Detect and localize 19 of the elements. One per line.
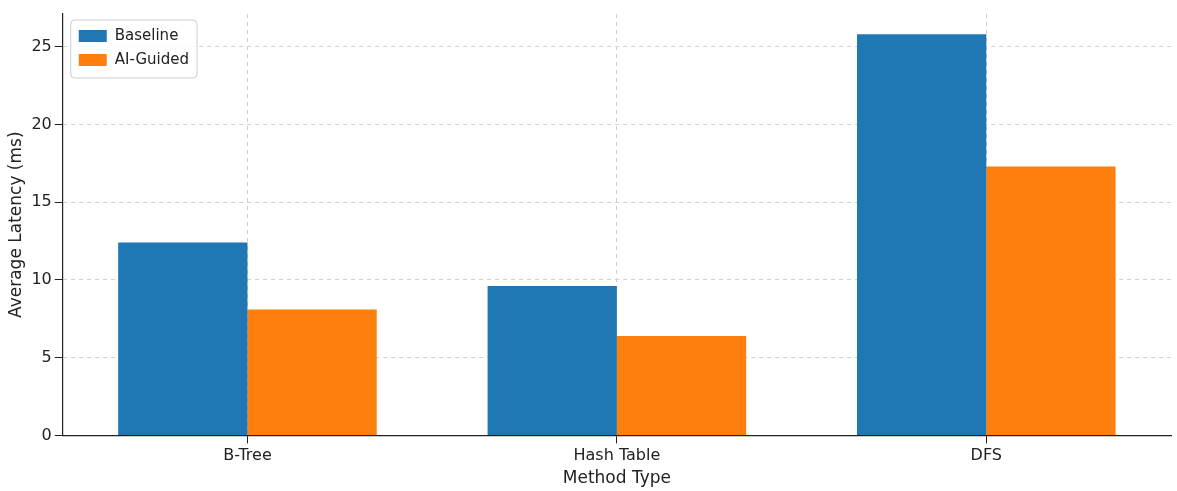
x-tick-label: DFS: [970, 445, 1002, 465]
bar: [986, 166, 1116, 435]
bar: [118, 242, 248, 435]
bar: [247, 309, 377, 435]
x-tick-label: B-Tree: [223, 445, 272, 465]
legend-label: AI-Guided: [114, 49, 189, 68]
y-tick-label: 5: [41, 346, 52, 366]
y-tick-label: 15: [31, 191, 52, 211]
x-tick-label: Hash Table: [573, 445, 661, 465]
y-tick-label: 20: [31, 113, 52, 133]
y-tick-label: 10: [31, 269, 52, 289]
bar: [857, 34, 987, 435]
bar: [616, 335, 747, 435]
y-tick-label: 0: [41, 424, 52, 444]
y-tick-label: 25: [31, 35, 52, 55]
legend-label: Baseline: [114, 25, 179, 44]
x-axis-title: Method Type: [562, 467, 671, 488]
bar: [487, 286, 617, 435]
y-axis-title: Average Latency (ms): [4, 131, 25, 318]
